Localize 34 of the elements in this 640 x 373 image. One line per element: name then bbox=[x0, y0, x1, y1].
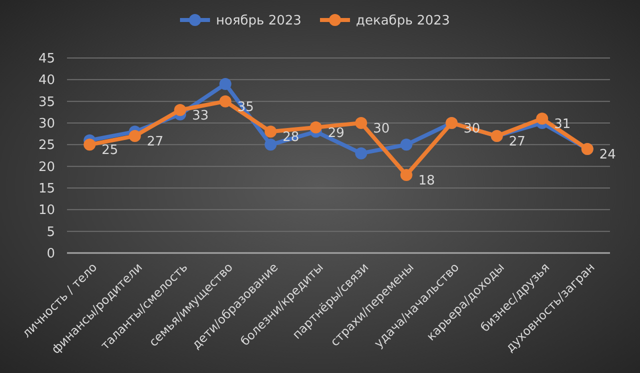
data-label: 18 bbox=[418, 174, 435, 189]
y-tick-label: 10 bbox=[38, 203, 55, 218]
legend-label: ноябрь 2023 bbox=[216, 14, 302, 29]
y-tick-label: 40 bbox=[38, 73, 55, 88]
y-tick-label: 20 bbox=[38, 160, 55, 175]
data-label: 25 bbox=[102, 143, 118, 158]
point bbox=[264, 138, 277, 151]
point bbox=[128, 130, 141, 142]
y-tick-label: 35 bbox=[38, 94, 55, 110]
point bbox=[219, 78, 232, 90]
data-label: 30 bbox=[373, 122, 390, 137]
point bbox=[174, 104, 186, 116]
y-tick-label: 0 bbox=[46, 246, 55, 262]
y-tick-label: 5 bbox=[46, 224, 55, 240]
data-label: 24 bbox=[599, 148, 616, 163]
data-label: 33 bbox=[192, 108, 209, 124]
data-label: 29 bbox=[328, 126, 344, 141]
point bbox=[400, 169, 412, 181]
point bbox=[536, 112, 548, 125]
data-label: 31 bbox=[554, 117, 571, 132]
point bbox=[355, 147, 368, 160]
data-label: 27 bbox=[508, 134, 526, 150]
y-tick-label: 30 bbox=[38, 116, 55, 132]
y-tick-label: 25 bbox=[38, 138, 55, 154]
point bbox=[264, 126, 277, 138]
y-tick-label: 45 bbox=[38, 52, 55, 67]
point bbox=[355, 117, 368, 129]
point bbox=[84, 138, 96, 151]
point bbox=[400, 138, 412, 151]
legend-label: декабрь 2023 bbox=[356, 14, 450, 29]
data-label: 27 bbox=[146, 134, 164, 150]
y-tick-label: 15 bbox=[38, 182, 55, 197]
point bbox=[219, 95, 232, 108]
point bbox=[310, 121, 322, 134]
